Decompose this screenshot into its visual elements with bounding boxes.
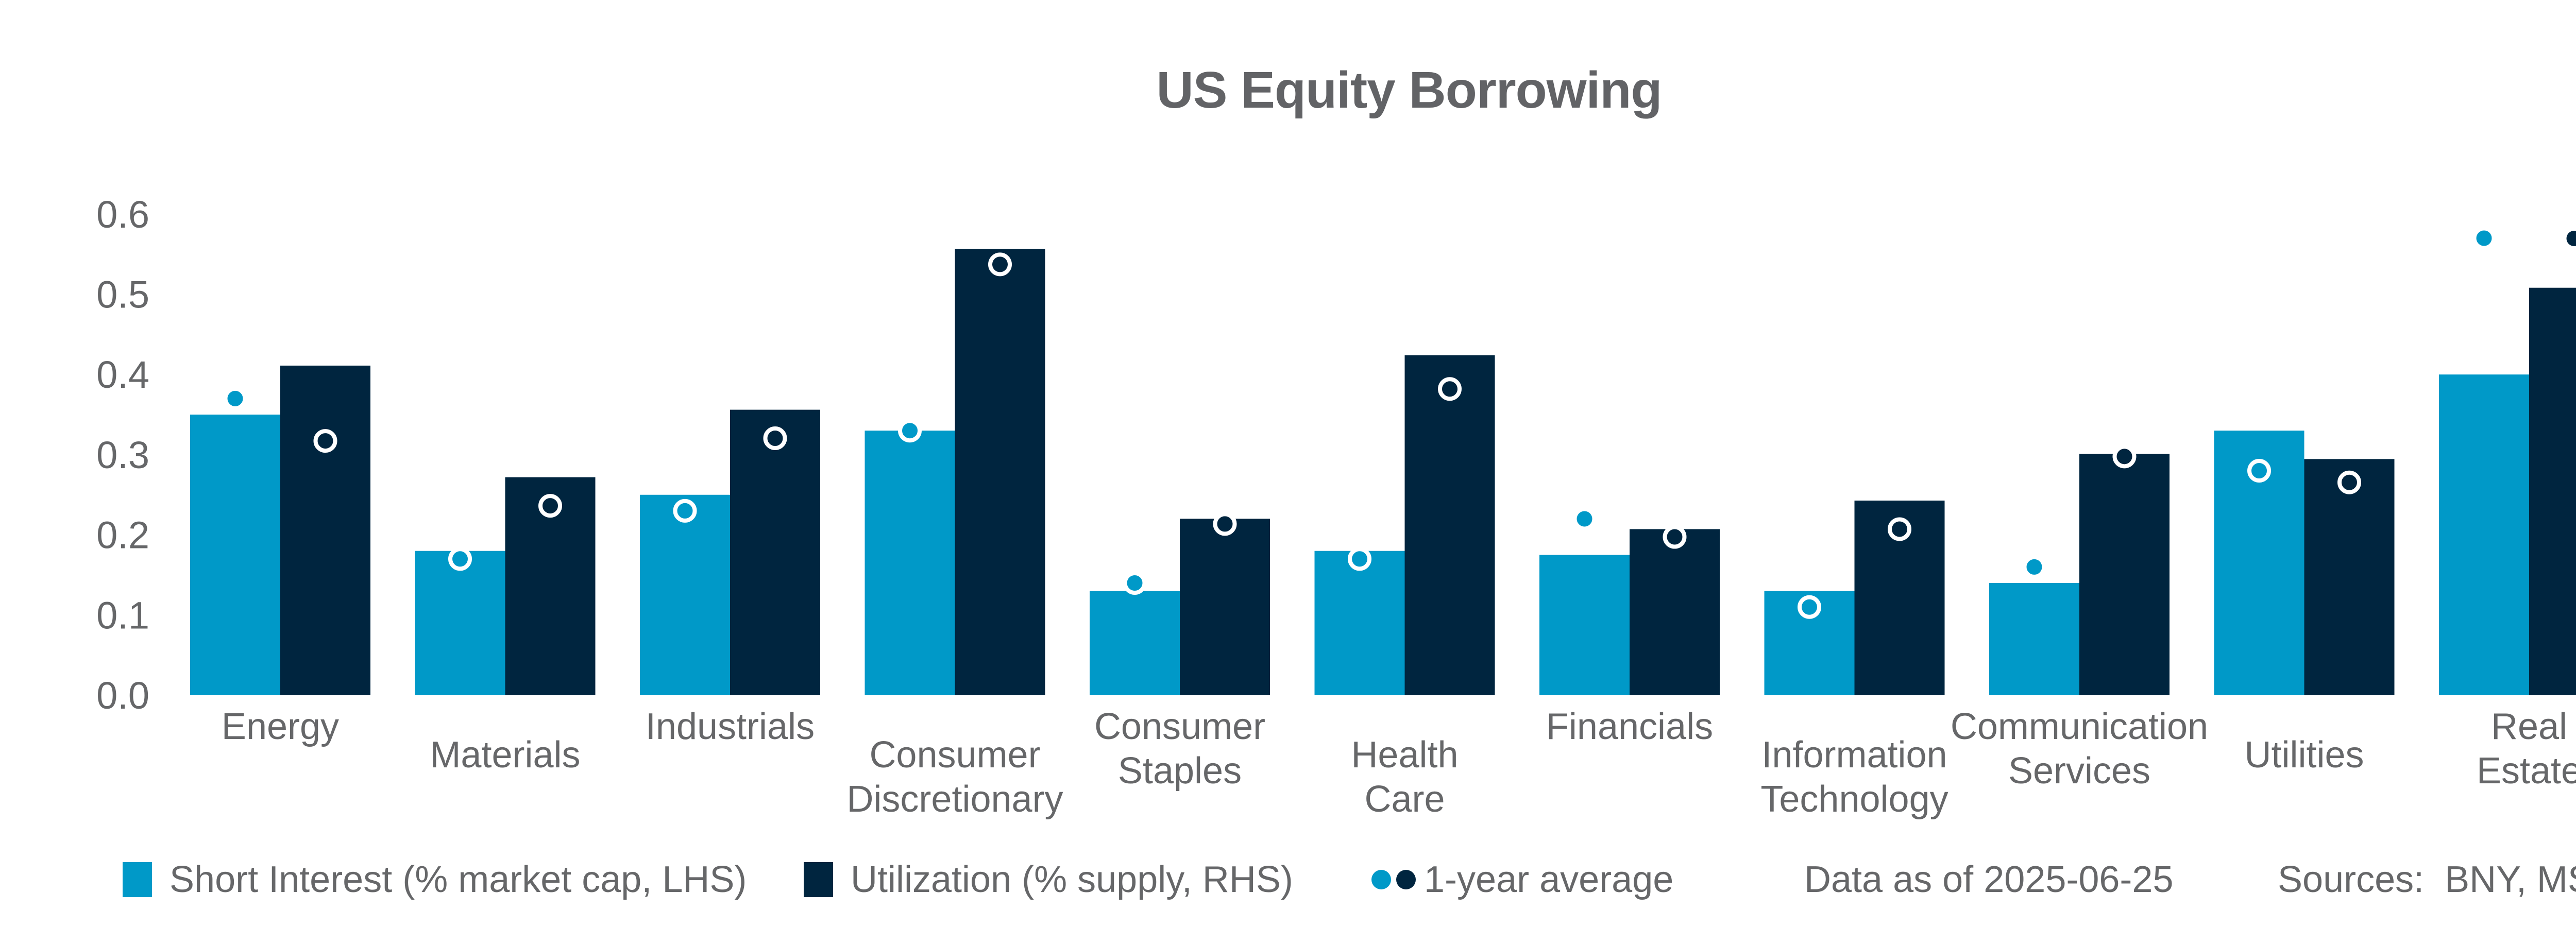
average-markers: [223, 226, 2576, 619]
legend-label-short-interest: Short Interest (% market cap, LHS): [170, 859, 747, 900]
utilization-average-marker-icon: [538, 494, 562, 518]
utilization-bar: [280, 365, 370, 695]
utilization-bar: [1630, 529, 1720, 695]
utilization-average-marker-icon: [2562, 226, 2576, 250]
utilization-average-marker-icon: [763, 426, 787, 451]
short-interest-average-marker-icon: [1348, 547, 1371, 571]
bar-series: [190, 249, 2576, 695]
average-dot-dark-icon: [1396, 870, 1416, 889]
utilization-average-marker-icon: [2337, 470, 2361, 494]
legend-label-average: 1-year average: [1424, 859, 1674, 900]
left-axis-tick-label: 0.2: [96, 514, 149, 557]
legend-item-average: 1-year average: [1371, 859, 1673, 900]
chart-plot-area: 0.00.10.20.30.40.50.6 05101520 EnergyMat…: [96, 193, 2576, 820]
short-interest-average-marker-icon: [1572, 507, 1597, 531]
x-axis-category-label: Real Estate: [2477, 706, 2576, 792]
short-interest-average-marker-icon: [2247, 459, 2271, 483]
chart-title: US Equity Borrowing: [1156, 61, 1663, 119]
short-interest-average-marker-icon: [223, 386, 247, 410]
x-axis-category-label: Materials: [430, 734, 580, 776]
x-axis-category-label: Health Care: [1351, 734, 1458, 820]
left-axis-tick-label: 0.3: [96, 434, 149, 476]
x-axis-category-label: Financials: [1546, 706, 1713, 747]
utilization-average-marker-icon: [313, 429, 337, 453]
utilization-average-marker-icon: [2112, 444, 2137, 469]
utilization-average-marker-icon: [1213, 512, 1237, 536]
x-axis-category-label: Communication Services: [1951, 706, 2208, 792]
short-interest-bar: [2439, 374, 2529, 695]
average-dot-light-icon: [1371, 870, 1391, 889]
x-axis-categories: Energy Materials Industrials Consumer Discre…: [222, 706, 2576, 820]
utilization-average-marker-icon: [1663, 525, 1687, 549]
short-interest-bar: [1989, 583, 2079, 695]
short-interest-bar: [640, 494, 730, 695]
x-axis-category-label: Utilities: [2244, 734, 2364, 776]
short-interest-average-marker-icon: [2022, 555, 2046, 579]
utilization-bar: [955, 249, 1045, 695]
utilization-average-marker-icon: [1438, 377, 1462, 401]
utilization-bar: [1404, 355, 1495, 695]
left-axis-tick-label: 0.4: [96, 353, 149, 396]
utilization-average-marker-icon: [1888, 517, 1911, 541]
utilization-average-marker-icon: [988, 252, 1012, 277]
short-interest-bar: [415, 551, 505, 695]
data-as-of-note: Data as of 2025-06-25: [1804, 859, 2174, 900]
short-interest-average-marker-icon: [673, 499, 697, 523]
legend-label-utilization: Utilization (% supply, RHS): [851, 859, 1293, 900]
x-axis-category-label: Energy: [222, 706, 339, 747]
legend-item-utilization: Utilization (% supply, RHS): [804, 859, 1293, 900]
short-interest-bar: [1090, 591, 1180, 695]
x-axis-category-label: Industrials: [646, 706, 815, 747]
utilization-bar: [2529, 287, 2576, 695]
left-axis-tick-label: 0.1: [96, 594, 149, 637]
short-interest-bar: [1539, 555, 1630, 695]
left-axis-tick-label: 0.5: [96, 273, 149, 316]
x-axis-category-label: Consumer Staples: [1094, 706, 1265, 792]
utilization-bar: [2304, 459, 2395, 695]
short-interest-bar: [1314, 551, 1405, 695]
x-axis-category-label: Information Technology: [1760, 734, 1948, 820]
utilization-bar: [2079, 454, 2170, 695]
short-interest-swatch-icon: [123, 862, 152, 897]
short-interest-average-marker-icon: [2472, 226, 2496, 250]
x-axis-category-label: Consumer Discretionary: [846, 734, 1063, 820]
short-interest-average-marker-icon: [1798, 595, 1821, 619]
legend-item-short-interest: Short Interest (% market cap, LHS): [123, 859, 747, 900]
short-interest-average-marker-icon: [1123, 571, 1147, 595]
short-interest-bar: [865, 431, 955, 695]
sources-note: Sources: BNY, MSCI: [2278, 859, 2576, 900]
left-y-axis: 0.0 0.1 0.2 0.3 0.4 0.5 0.6: [96, 193, 149, 717]
left-axis-tick-label: 0.6: [96, 193, 149, 236]
short-interest-average-marker-icon: [898, 419, 922, 443]
left-axis-tick-label: 0.0: [96, 674, 149, 717]
utilization-bar: [1180, 519, 1270, 695]
legend: Short Interest (% market cap, LHS) Utili…: [0, 859, 2576, 900]
short-interest-bar: [190, 415, 280, 695]
utilization-swatch-icon: [804, 862, 833, 897]
short-interest-average-marker-icon: [448, 547, 472, 571]
utilization-bar: [730, 409, 820, 695]
